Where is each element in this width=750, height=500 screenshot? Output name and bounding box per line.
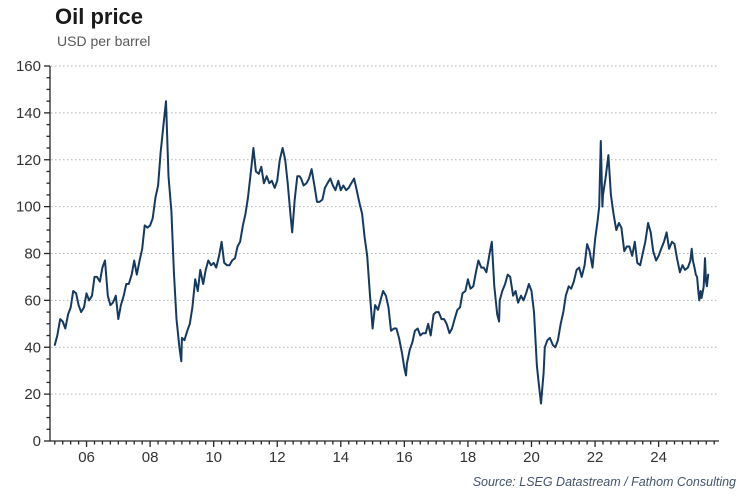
svg-text:140: 140 xyxy=(16,105,41,122)
gridlines xyxy=(51,65,719,395)
svg-text:120: 120 xyxy=(16,152,41,169)
svg-text:60: 60 xyxy=(24,292,41,309)
svg-text:0: 0 xyxy=(33,433,41,450)
svg-text:24: 24 xyxy=(650,449,667,466)
x-axis-labels: 06 08 10 12 14 16 18 20 22 24 xyxy=(78,449,667,466)
oil-price-series-line xyxy=(53,100,710,405)
svg-text:40: 40 xyxy=(24,339,41,356)
svg-text:80: 80 xyxy=(24,246,41,263)
svg-text:14: 14 xyxy=(332,449,349,466)
svg-text:20: 20 xyxy=(24,386,41,403)
svg-text:22: 22 xyxy=(587,449,604,466)
svg-text:12: 12 xyxy=(269,449,286,466)
chart-title: Oil price xyxy=(55,4,144,29)
svg-text:160: 160 xyxy=(16,58,41,75)
source-attribution: Source: LSEG Datastream / Fathom Consult… xyxy=(472,475,736,489)
svg-text:16: 16 xyxy=(396,449,413,466)
axes xyxy=(44,65,719,447)
svg-text:18: 18 xyxy=(460,449,477,466)
svg-text:08: 08 xyxy=(142,449,159,466)
svg-text:10: 10 xyxy=(205,449,222,466)
y-axis-labels: 0 20 40 60 80 100 120 140 160 xyxy=(16,58,41,450)
svg-text:06: 06 xyxy=(78,449,95,466)
chart-subtitle: USD per barrel xyxy=(57,33,151,49)
svg-text:100: 100 xyxy=(16,199,41,216)
svg-text:20: 20 xyxy=(523,449,540,466)
